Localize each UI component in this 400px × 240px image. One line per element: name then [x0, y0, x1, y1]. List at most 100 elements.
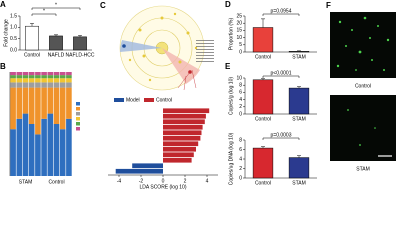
x-tick-label: 2	[184, 178, 187, 184]
x-tick-label: Control	[255, 180, 271, 186]
x-tick-label: STAM	[292, 116, 306, 122]
legend-swatch	[76, 107, 80, 111]
stack-segment	[59, 129, 66, 176]
significance-bracket	[31, 13, 57, 16]
cladogram-node	[122, 44, 126, 48]
y-axis-label: Fold change	[3, 19, 9, 47]
significance-bracket	[262, 137, 300, 140]
x-tick-label: -2	[139, 178, 144, 184]
bar	[163, 141, 199, 147]
y-tick-label: 25	[236, 13, 242, 19]
bar	[73, 36, 87, 51]
bar	[163, 135, 201, 141]
legend-swatch	[76, 112, 80, 116]
y-tick-label: 0	[239, 175, 242, 181]
y-tick-label: 1.5	[10, 13, 17, 19]
stack-segment	[41, 87, 47, 119]
stack-segment	[28, 124, 35, 176]
x-axis-label: LDA SCORE (log 10)	[140, 184, 187, 190]
stack-segment	[47, 82, 54, 88]
y-tick-label: 0.5	[10, 36, 17, 42]
stack-segment	[10, 75, 16, 79]
bar	[163, 108, 210, 114]
stack-segment	[28, 78, 35, 83]
legend-swatch	[76, 102, 80, 106]
y-axis-label: Proportion (%)	[228, 18, 234, 51]
image-label: STAM	[356, 166, 370, 172]
stack-segment	[47, 72, 54, 76]
y-tick-label: 8	[239, 83, 242, 89]
stack-segment	[22, 87, 29, 114]
bar	[288, 87, 310, 115]
y-tick-label: 4	[239, 156, 242, 162]
stack-segment	[35, 72, 41, 76]
annotation: *	[43, 8, 45, 14]
y-tick-label: 10	[236, 35, 242, 41]
stack-segment	[47, 75, 54, 79]
panel-letter: F	[326, 1, 331, 10]
significance-bracket	[262, 75, 300, 78]
cladogram-nodes	[128, 12, 198, 82]
legend-label: Model	[126, 97, 140, 103]
stack-segment	[59, 72, 66, 76]
stack-segment	[16, 118, 23, 176]
x-tick-label: STAM	[292, 54, 306, 60]
legend-swatch	[76, 127, 80, 131]
legend-swatch	[76, 117, 80, 121]
stack-segment	[59, 75, 66, 79]
bar	[115, 168, 163, 174]
stack-segment	[59, 82, 66, 88]
micrographs: F Control STAM	[326, 1, 396, 172]
panel-letter: C	[100, 1, 106, 10]
y-tick-label: 6	[239, 147, 242, 153]
significance-bracket	[262, 13, 300, 16]
y-axis-label: Copies/ug DNA (log 10)	[228, 132, 234, 185]
bar	[163, 146, 196, 152]
stack-segment	[35, 78, 41, 83]
y-tick-label: 4	[239, 97, 242, 103]
y-tick-label: 20	[236, 21, 242, 27]
y-tick-label: 2	[239, 104, 242, 110]
fluorescent-spots	[336, 16, 390, 71]
stack-segment	[66, 78, 72, 83]
annotation: *	[55, 2, 57, 8]
stack-segment	[16, 82, 23, 88]
stack-segment	[47, 78, 54, 83]
bar	[288, 51, 310, 53]
group-label: STAM	[19, 179, 33, 185]
stack-segment	[22, 113, 29, 176]
stack-segment	[59, 87, 66, 130]
stack-segment	[16, 78, 23, 83]
bar	[163, 113, 206, 119]
x-tick-label: Control	[255, 54, 271, 60]
x-tick-label: Control	[255, 116, 271, 122]
bar	[252, 79, 274, 115]
stack-segment	[16, 75, 23, 79]
y-tick-label: 10	[236, 75, 242, 81]
stack-segment	[41, 72, 47, 76]
stack-segment	[35, 82, 41, 88]
y-tick-label: 5	[239, 42, 242, 48]
y-tick-label: 15	[236, 28, 242, 34]
cladogram-clade	[162, 48, 200, 84]
x-tick-label: STAM	[292, 180, 306, 186]
bar	[163, 157, 192, 163]
y-tick-label: 0	[239, 49, 242, 55]
annotation: p<0.0001	[271, 70, 292, 76]
stack-segment	[41, 118, 47, 176]
legend-swatch	[76, 122, 80, 126]
legend-swatch	[114, 98, 124, 102]
panel-letter: D	[225, 0, 231, 9]
bar	[163, 130, 202, 136]
stack-segment	[10, 78, 16, 83]
x-tick-label: 0	[162, 178, 165, 184]
legend-swatch	[144, 98, 154, 102]
stack-segment	[53, 124, 60, 176]
bar	[252, 147, 274, 179]
panel-letter: B	[0, 62, 6, 71]
cladogram-pointers	[177, 69, 197, 91]
stack-segment	[28, 72, 35, 76]
x-tick-label: -4	[117, 178, 122, 184]
x-tick-label: 4	[206, 178, 209, 184]
stack-segment	[10, 87, 16, 130]
